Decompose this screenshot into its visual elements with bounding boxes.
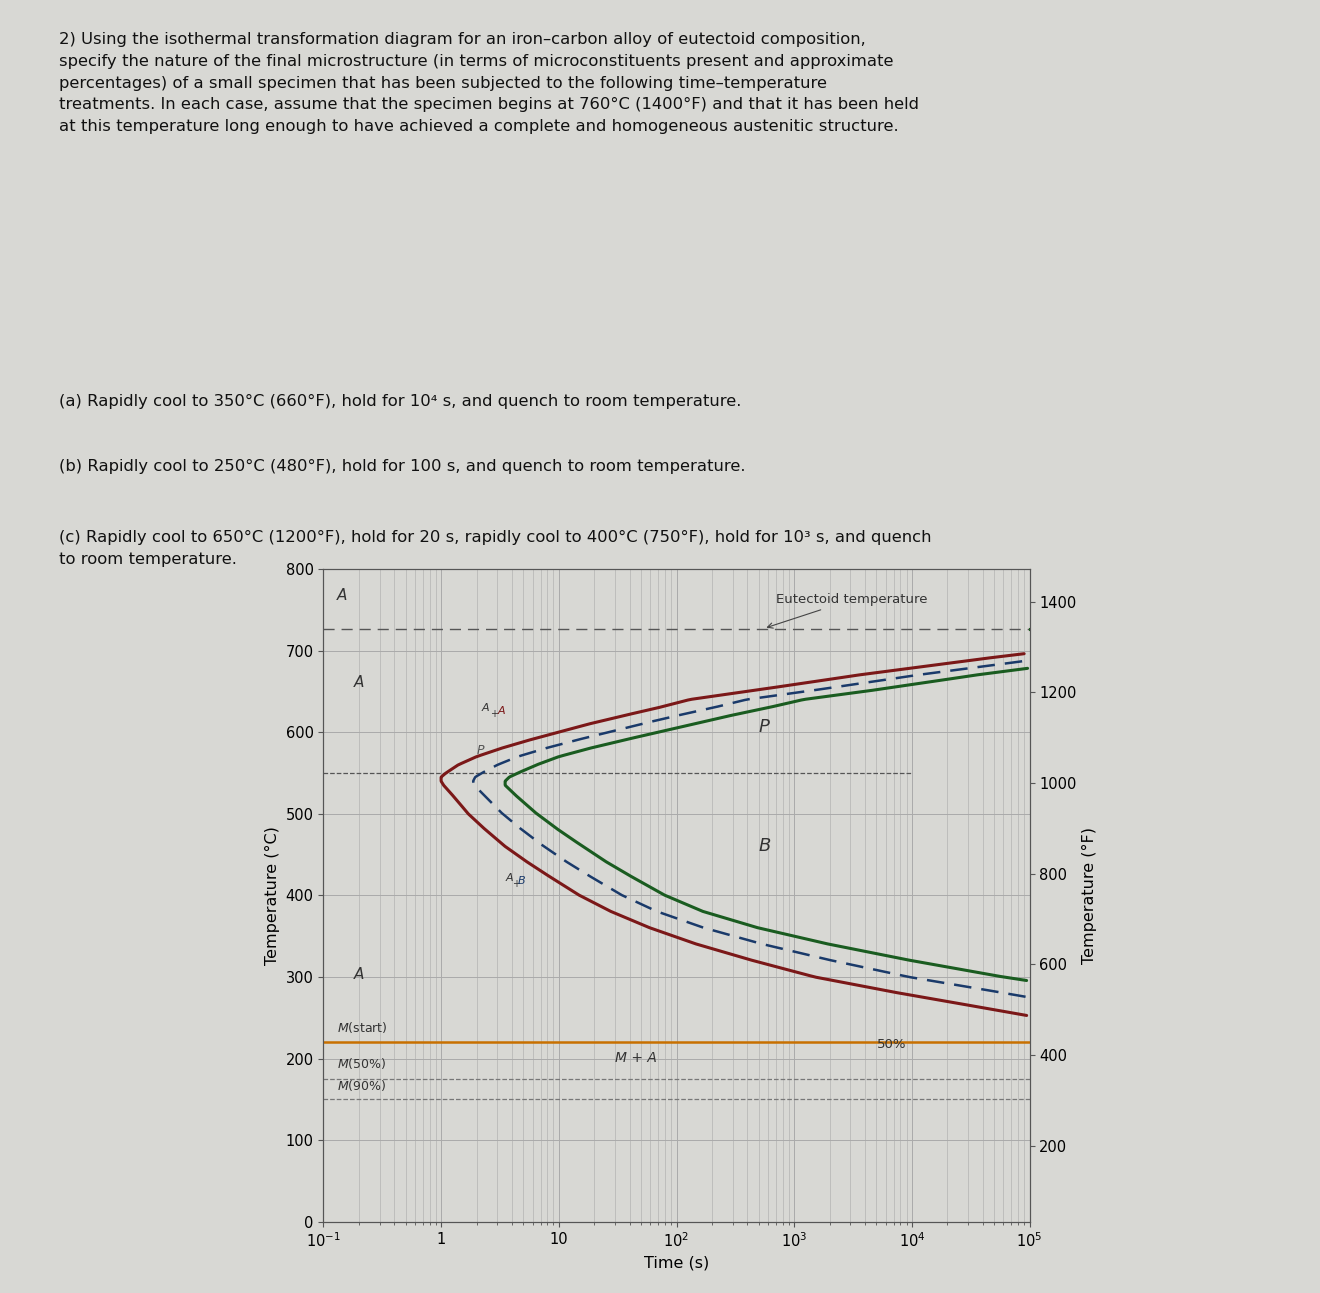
Text: P: P	[759, 718, 770, 736]
Text: (a) Rapidly cool to 350°C (660°F), hold for 10⁴ s, and quench to room temperatur: (a) Rapidly cool to 350°C (660°F), hold …	[59, 394, 742, 410]
X-axis label: Time (s): Time (s)	[644, 1256, 709, 1271]
Text: (c) Rapidly cool to 650°C (1200°F), hold for 20 s, rapidly cool to 400°C (750°F): (c) Rapidly cool to 650°C (1200°F), hold…	[59, 530, 932, 566]
Text: A: A	[482, 703, 488, 712]
Text: 50%: 50%	[876, 1038, 906, 1051]
Text: $M$(50%): $M$(50%)	[337, 1056, 385, 1072]
Text: B: B	[517, 875, 525, 886]
Text: A: A	[506, 873, 512, 883]
Text: $M$(90%): $M$(90%)	[337, 1077, 385, 1093]
Text: Eutectoid temperature: Eutectoid temperature	[767, 593, 928, 628]
Text: A: A	[337, 588, 347, 603]
Text: (b) Rapidly cool to 250°C (480°F), hold for 100 s, and quench to room temperatur: (b) Rapidly cool to 250°C (480°F), hold …	[59, 459, 746, 475]
Y-axis label: Temperature (°F): Temperature (°F)	[1082, 828, 1097, 963]
Text: A: A	[354, 675, 364, 690]
Text: 2) Using the isothermal transformation diagram for an iron–carbon alloy of eutec: 2) Using the isothermal transformation d…	[59, 32, 920, 133]
Text: $M$(start): $M$(start)	[337, 1020, 387, 1034]
Text: B: B	[759, 837, 771, 855]
Y-axis label: Temperature (°C): Temperature (°C)	[265, 826, 280, 965]
Text: +: +	[512, 879, 520, 890]
Text: P: P	[477, 745, 484, 758]
Text: A: A	[354, 967, 364, 981]
Text: M + A: M + A	[615, 1051, 657, 1065]
Text: +: +	[490, 710, 498, 719]
Text: A: A	[498, 706, 504, 716]
